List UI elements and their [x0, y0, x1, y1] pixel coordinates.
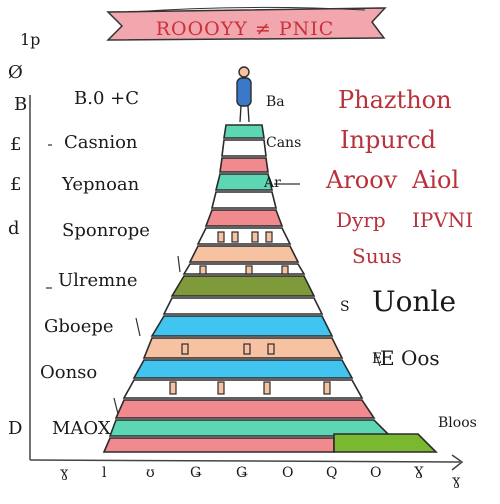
left-symbol-1: B — [14, 94, 28, 115]
banner-title: ROOOYY ≠ PNIC — [155, 18, 335, 40]
pyramid-bands — [102, 124, 438, 453]
banner-ribbon — [106, 6, 387, 41]
right-label-row3a: Aroov — [326, 166, 398, 194]
x-tick-1: l — [102, 465, 107, 481]
mid-label-3: S — [340, 299, 350, 315]
corner-label: 1p — [20, 30, 41, 49]
right-label-row5: Uonle — [372, 285, 457, 318]
right-label-row6: E Oos — [380, 346, 440, 370]
left-label-3: Yepnoan — [62, 174, 140, 195]
x-tick-0: ɣ — [60, 465, 69, 481]
x-tick-3: Ǥ — [190, 465, 202, 481]
mid-label-2: Ar — [264, 175, 281, 191]
x-tick-7: O — [370, 465, 382, 481]
axes — [29, 95, 464, 471]
right-label-row3b: Aiol — [412, 166, 460, 194]
person-figure — [236, 66, 252, 123]
left-label-6: Gboepe — [44, 316, 114, 337]
mid-label-0: Ba — [266, 94, 285, 110]
left-symbol-8: D — [8, 418, 23, 439]
right-label-row4a: Dyrp — [336, 208, 386, 232]
left-label-5: Ulremne — [58, 270, 138, 291]
x-tick-8: Ɣ — [414, 465, 424, 481]
left-label-7: Oonso — [40, 362, 98, 383]
x-tick-6: Q — [326, 465, 338, 481]
mid-label-1: Cans — [266, 135, 302, 151]
left-symbol-0: Ø — [8, 62, 23, 83]
left-symbol-2: £ — [10, 134, 22, 155]
left-label-8: MAOX — [52, 418, 111, 439]
x-tick-5: O — [282, 465, 294, 481]
right-label-row1: Phazthon — [338, 86, 452, 114]
x-tick-2: ʊ — [146, 465, 155, 481]
right-label-row2: Inpurcd — [340, 126, 437, 154]
left-label-1: B.0 +C — [74, 88, 139, 109]
right-label-row4b: IPVNI — [412, 208, 474, 232]
left-symbol-3: £ — [10, 174, 22, 195]
x-tick-4: Ǥ — [236, 465, 248, 481]
x-tick-9: ɣ — [452, 473, 461, 489]
axis-corner-label: Bloos — [438, 415, 477, 431]
left-symbol-4: d — [8, 218, 20, 239]
left-label-2: Casnion — [64, 132, 138, 153]
right-label-row4c: Suus — [352, 244, 402, 268]
connector-lines — [46, 144, 381, 415]
mid-label-4: E — [372, 351, 383, 367]
band-marks — [169, 231, 331, 395]
left-label-4: Sponrope — [62, 220, 150, 241]
